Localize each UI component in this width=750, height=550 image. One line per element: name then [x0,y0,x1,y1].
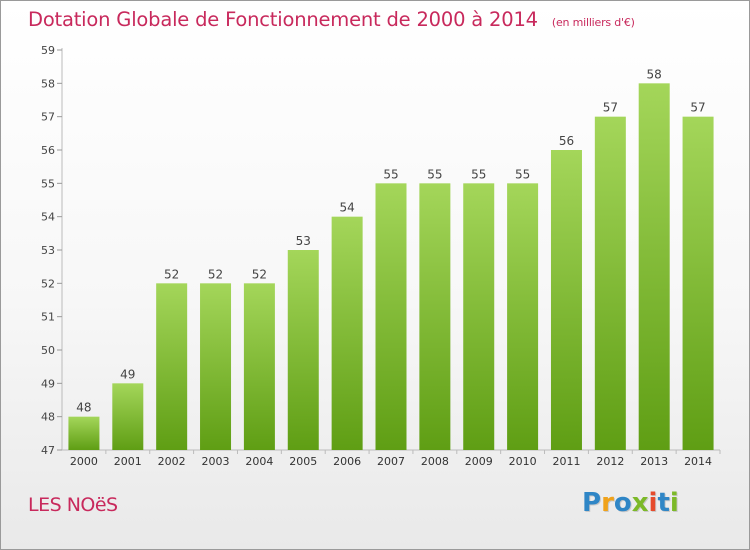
bar [419,183,451,451]
x-tick-label: 2011 [552,455,580,468]
chart-unit: (en milliers d'€) [551,16,635,29]
x-tick-label: 2001 [114,455,142,468]
bar [287,250,319,450]
data-label: 55 [427,167,442,181]
logo-letter: t [657,488,670,518]
bar [507,183,539,451]
bar [68,416,100,450]
bar [550,150,582,450]
y-tick-label: 56 [41,144,55,157]
logo-letter: i [648,488,658,518]
y-tick-label: 59 [41,44,55,57]
data-label: 52 [208,267,223,281]
x-tick-label: 2008 [421,455,449,468]
y-tick-label: 58 [41,77,55,90]
y-tick-label: 57 [41,111,55,124]
y-tick-label: 49 [41,377,55,390]
x-tick-label: 2006 [333,455,361,468]
bar [463,183,495,451]
bar [200,283,232,450]
x-tick-label: 2012 [596,455,624,468]
y-tick-label: 55 [41,177,55,190]
y-tick-label: 48 [41,411,55,424]
x-tick-label: 2014 [684,455,712,468]
data-label: 48 [76,401,91,415]
bar [156,283,188,450]
bar [331,216,363,450]
chart-title-text: Dotation Globale de Fonctionnement de 20… [28,8,538,31]
y-tick-label: 53 [41,244,55,257]
bar [375,183,407,451]
bar [112,383,144,450]
x-tick-label: 2004 [245,455,273,468]
y-tick-label: 50 [41,344,55,357]
x-tick-label: 2002 [158,455,186,468]
y-tick-label: 54 [41,211,55,224]
y-tick-label: 51 [41,311,55,324]
data-label: 57 [690,101,705,115]
data-label: 57 [603,101,618,115]
logo-letter: P [582,488,602,518]
bar [638,83,670,450]
y-tick-label: 52 [41,277,55,290]
x-tick-label: 2003 [202,455,230,468]
bar [682,116,714,451]
data-label: 55 [383,167,398,181]
logo-letter: x [631,488,649,518]
x-tick-label: 2000 [70,455,98,468]
data-label: 52 [164,267,179,281]
x-tick-label: 2009 [465,455,493,468]
data-label: 58 [647,67,662,81]
logo-letter: o [613,488,632,518]
bar [243,283,275,450]
data-label: 53 [296,234,311,248]
logo-letter: r [601,488,614,518]
y-tick-label: 47 [41,444,55,457]
x-tick-label: 2007 [377,455,405,468]
data-label: 55 [471,167,486,181]
x-tick-label: 2010 [509,455,537,468]
data-label: 52 [252,267,267,281]
logo-letter: i [669,488,679,518]
proxiti-logo: Proxiti [582,488,679,518]
data-label: 54 [339,201,354,215]
x-tick-label: 2013 [640,455,668,468]
data-label: 56 [559,134,574,148]
commune-name: LES NOëS [28,494,118,516]
data-label: 49 [120,367,135,381]
data-label: 55 [515,167,530,181]
bar [594,116,626,451]
x-tick-label: 2005 [289,455,317,468]
chart-title: Dotation Globale de Fonctionnement de 20… [28,8,635,31]
